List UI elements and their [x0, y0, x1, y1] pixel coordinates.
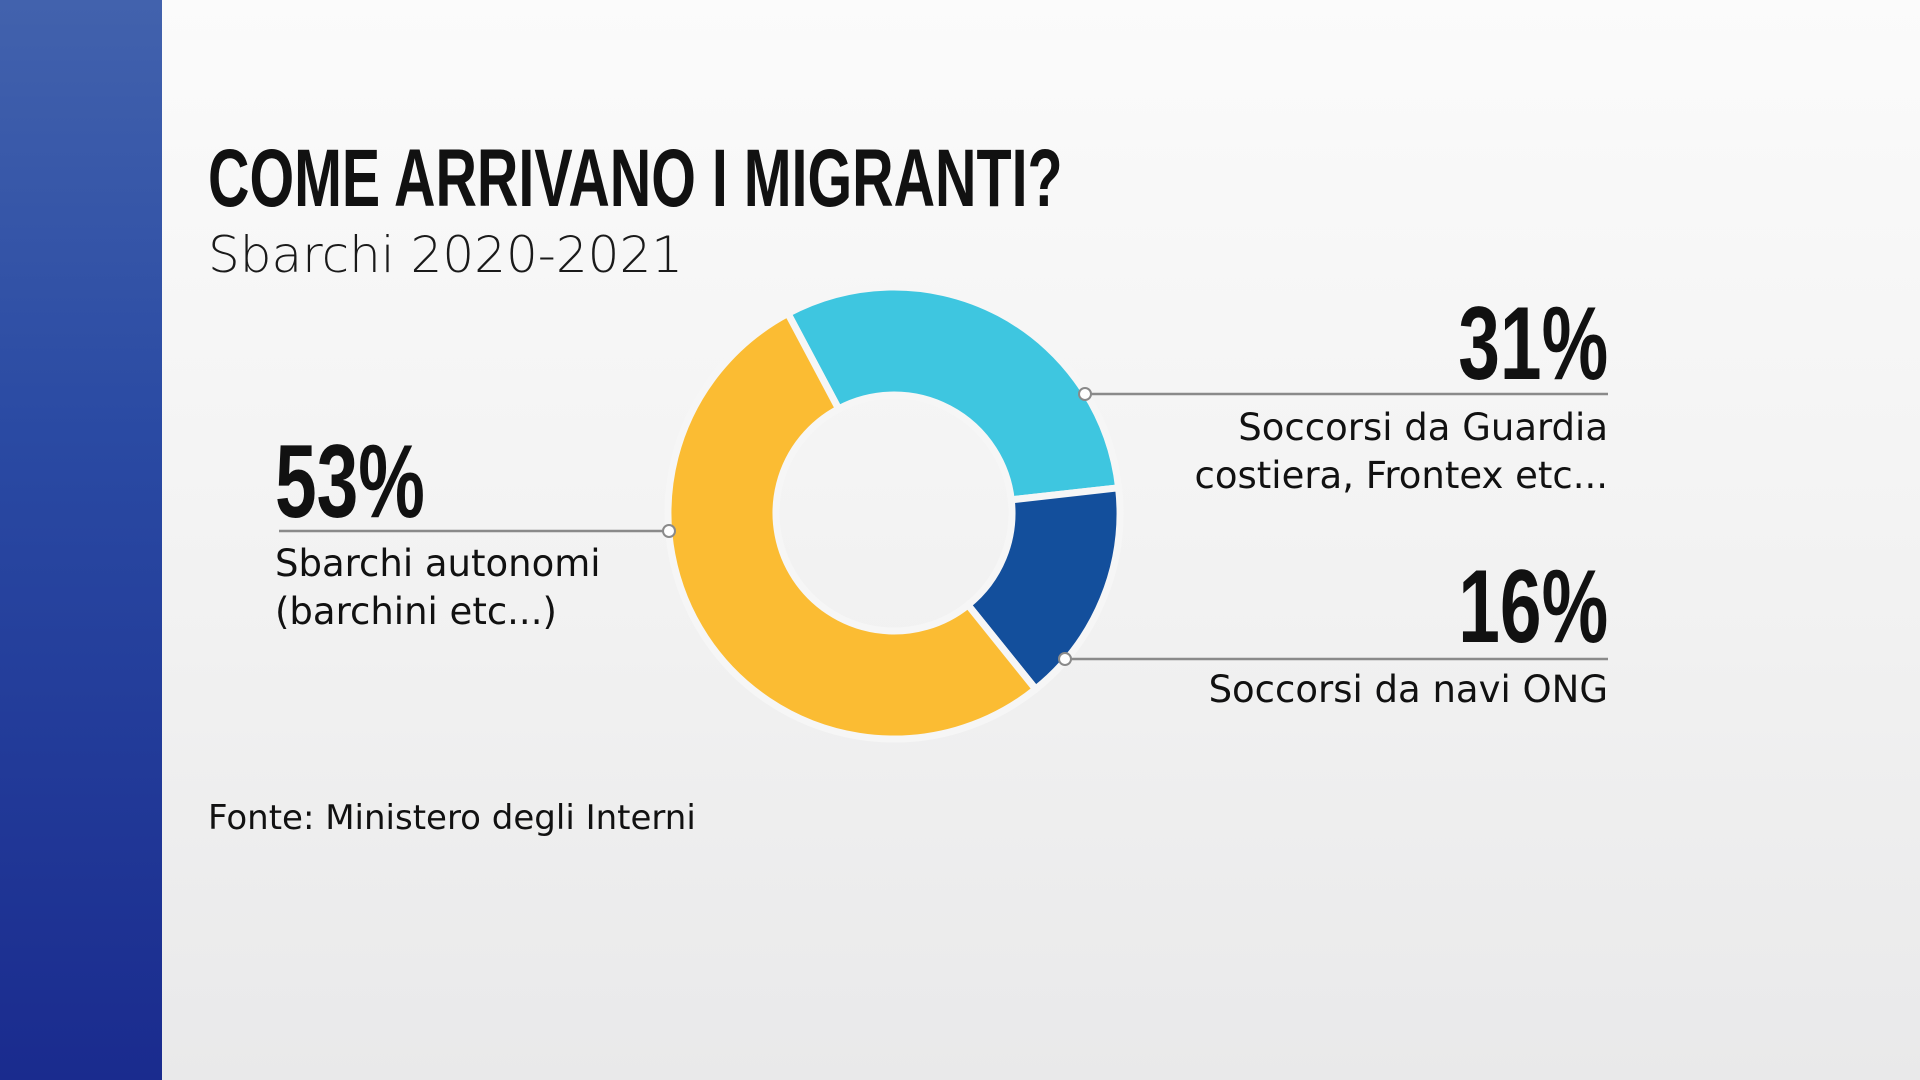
- donut-slice: [963, 483, 1124, 695]
- leader-dot: [1078, 387, 1092, 401]
- donut-slice: [664, 308, 1041, 743]
- side-band: [0, 0, 162, 1080]
- value-label: 16%: [1458, 549, 1608, 665]
- category-label: Soccorsi da navi ONG: [1208, 668, 1608, 711]
- category-label: Sbarchi autonomi (barchini etc...): [275, 542, 601, 633]
- chart-title: COME ARRIVANO I MIGRANTI?: [208, 133, 1063, 224]
- leader-dot: [1058, 652, 1072, 666]
- donut-slice: [783, 283, 1123, 504]
- leader-dot: [662, 524, 676, 538]
- source-note: Fonte: Ministero degli Interni: [208, 798, 696, 838]
- value-label: 53%: [275, 424, 425, 540]
- category-label: Soccorsi da Guardia costiera, Frontex et…: [1194, 406, 1608, 497]
- chart-subtitle: Sbarchi 2020-2021: [208, 226, 684, 284]
- value-label: 31%: [1458, 286, 1608, 402]
